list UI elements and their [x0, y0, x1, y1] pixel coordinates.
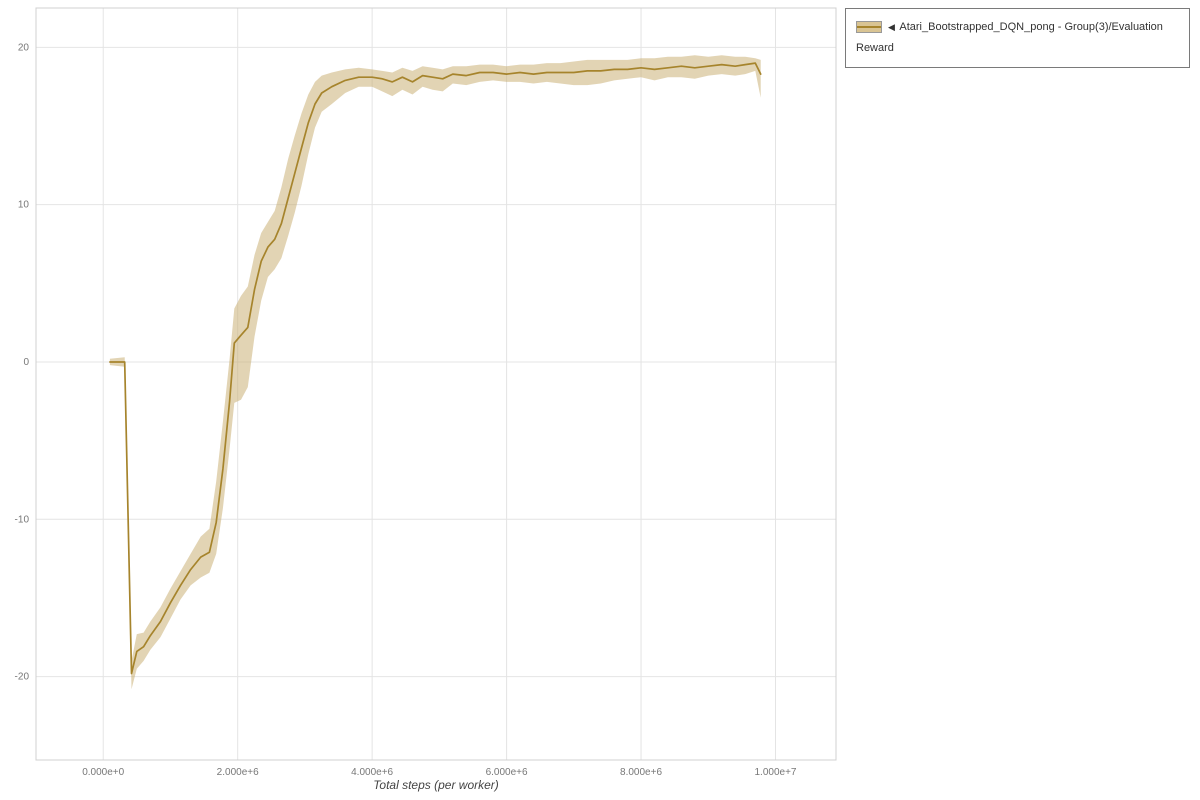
x-tick-label: 1.000e+7 [754, 767, 796, 778]
y-tick-label: 0 [23, 357, 29, 368]
y-tick-label: 10 [18, 200, 30, 211]
x-tick-label: 0.000e+0 [82, 767, 124, 778]
legend-collapse-icon[interactable]: ◀ [888, 22, 895, 32]
plot-border [35, 7, 837, 761]
legend-swatch-icon [856, 21, 882, 34]
series-line [109, 62, 762, 675]
legend-line-icon [857, 26, 881, 29]
legend-entry-label: Atari_Bootstrapped_DQN_pong - Group(3)/E… [856, 21, 1163, 54]
y-tick-label: 20 [18, 42, 30, 53]
x-tick-label: 8.000e+6 [620, 767, 662, 778]
x-tick-label: 2.000e+6 [217, 767, 259, 778]
legend[interactable]: ◀ Atari_Bootstrapped_DQN_pong - Group(3)… [845, 8, 1190, 68]
x-tick-label: 4.000e+6 [351, 767, 393, 778]
x-tick-label: 6.000e+6 [486, 767, 528, 778]
x-axis-label: Total steps (per worker) [373, 778, 499, 792]
y-tick-label: -10 [15, 514, 30, 525]
y-tick-label: -20 [15, 672, 30, 683]
series-confidence-band [109, 55, 761, 690]
